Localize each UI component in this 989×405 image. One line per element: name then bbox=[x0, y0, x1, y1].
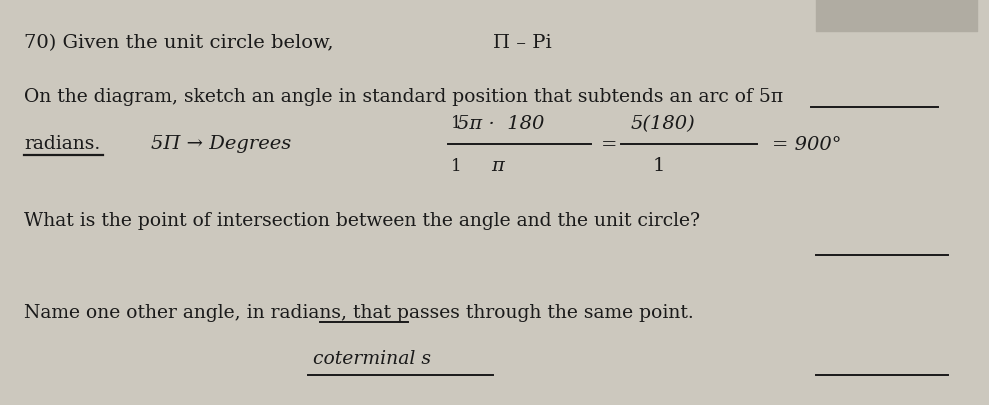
Text: =: = bbox=[601, 136, 617, 153]
Text: Π – Pi: Π – Pi bbox=[494, 34, 552, 51]
Text: 5(180): 5(180) bbox=[630, 115, 695, 132]
Text: 1: 1 bbox=[450, 158, 461, 175]
Text: Name one other angle, in radians, that passes through the same point.: Name one other angle, in radians, that p… bbox=[25, 303, 694, 321]
Text: radians.: radians. bbox=[25, 135, 101, 153]
Text: 5Π → Degrees: 5Π → Degrees bbox=[151, 135, 292, 153]
Text: What is the point of intersection between the angle and the unit circle?: What is the point of intersection betwee… bbox=[25, 212, 700, 230]
Text: 1: 1 bbox=[653, 157, 666, 175]
Text: 70) Given the unit circle below,: 70) Given the unit circle below, bbox=[25, 34, 334, 51]
Text: On the diagram, sketch an angle in standard position that subtends an arc of 5π: On the diagram, sketch an angle in stand… bbox=[25, 88, 783, 106]
Text: = 900°: = 900° bbox=[772, 136, 842, 153]
Text: 5π ·  180: 5π · 180 bbox=[457, 115, 545, 132]
Text: 1: 1 bbox=[450, 115, 461, 132]
Text: π: π bbox=[492, 157, 504, 175]
Text: coterminal s: coterminal s bbox=[313, 350, 430, 367]
